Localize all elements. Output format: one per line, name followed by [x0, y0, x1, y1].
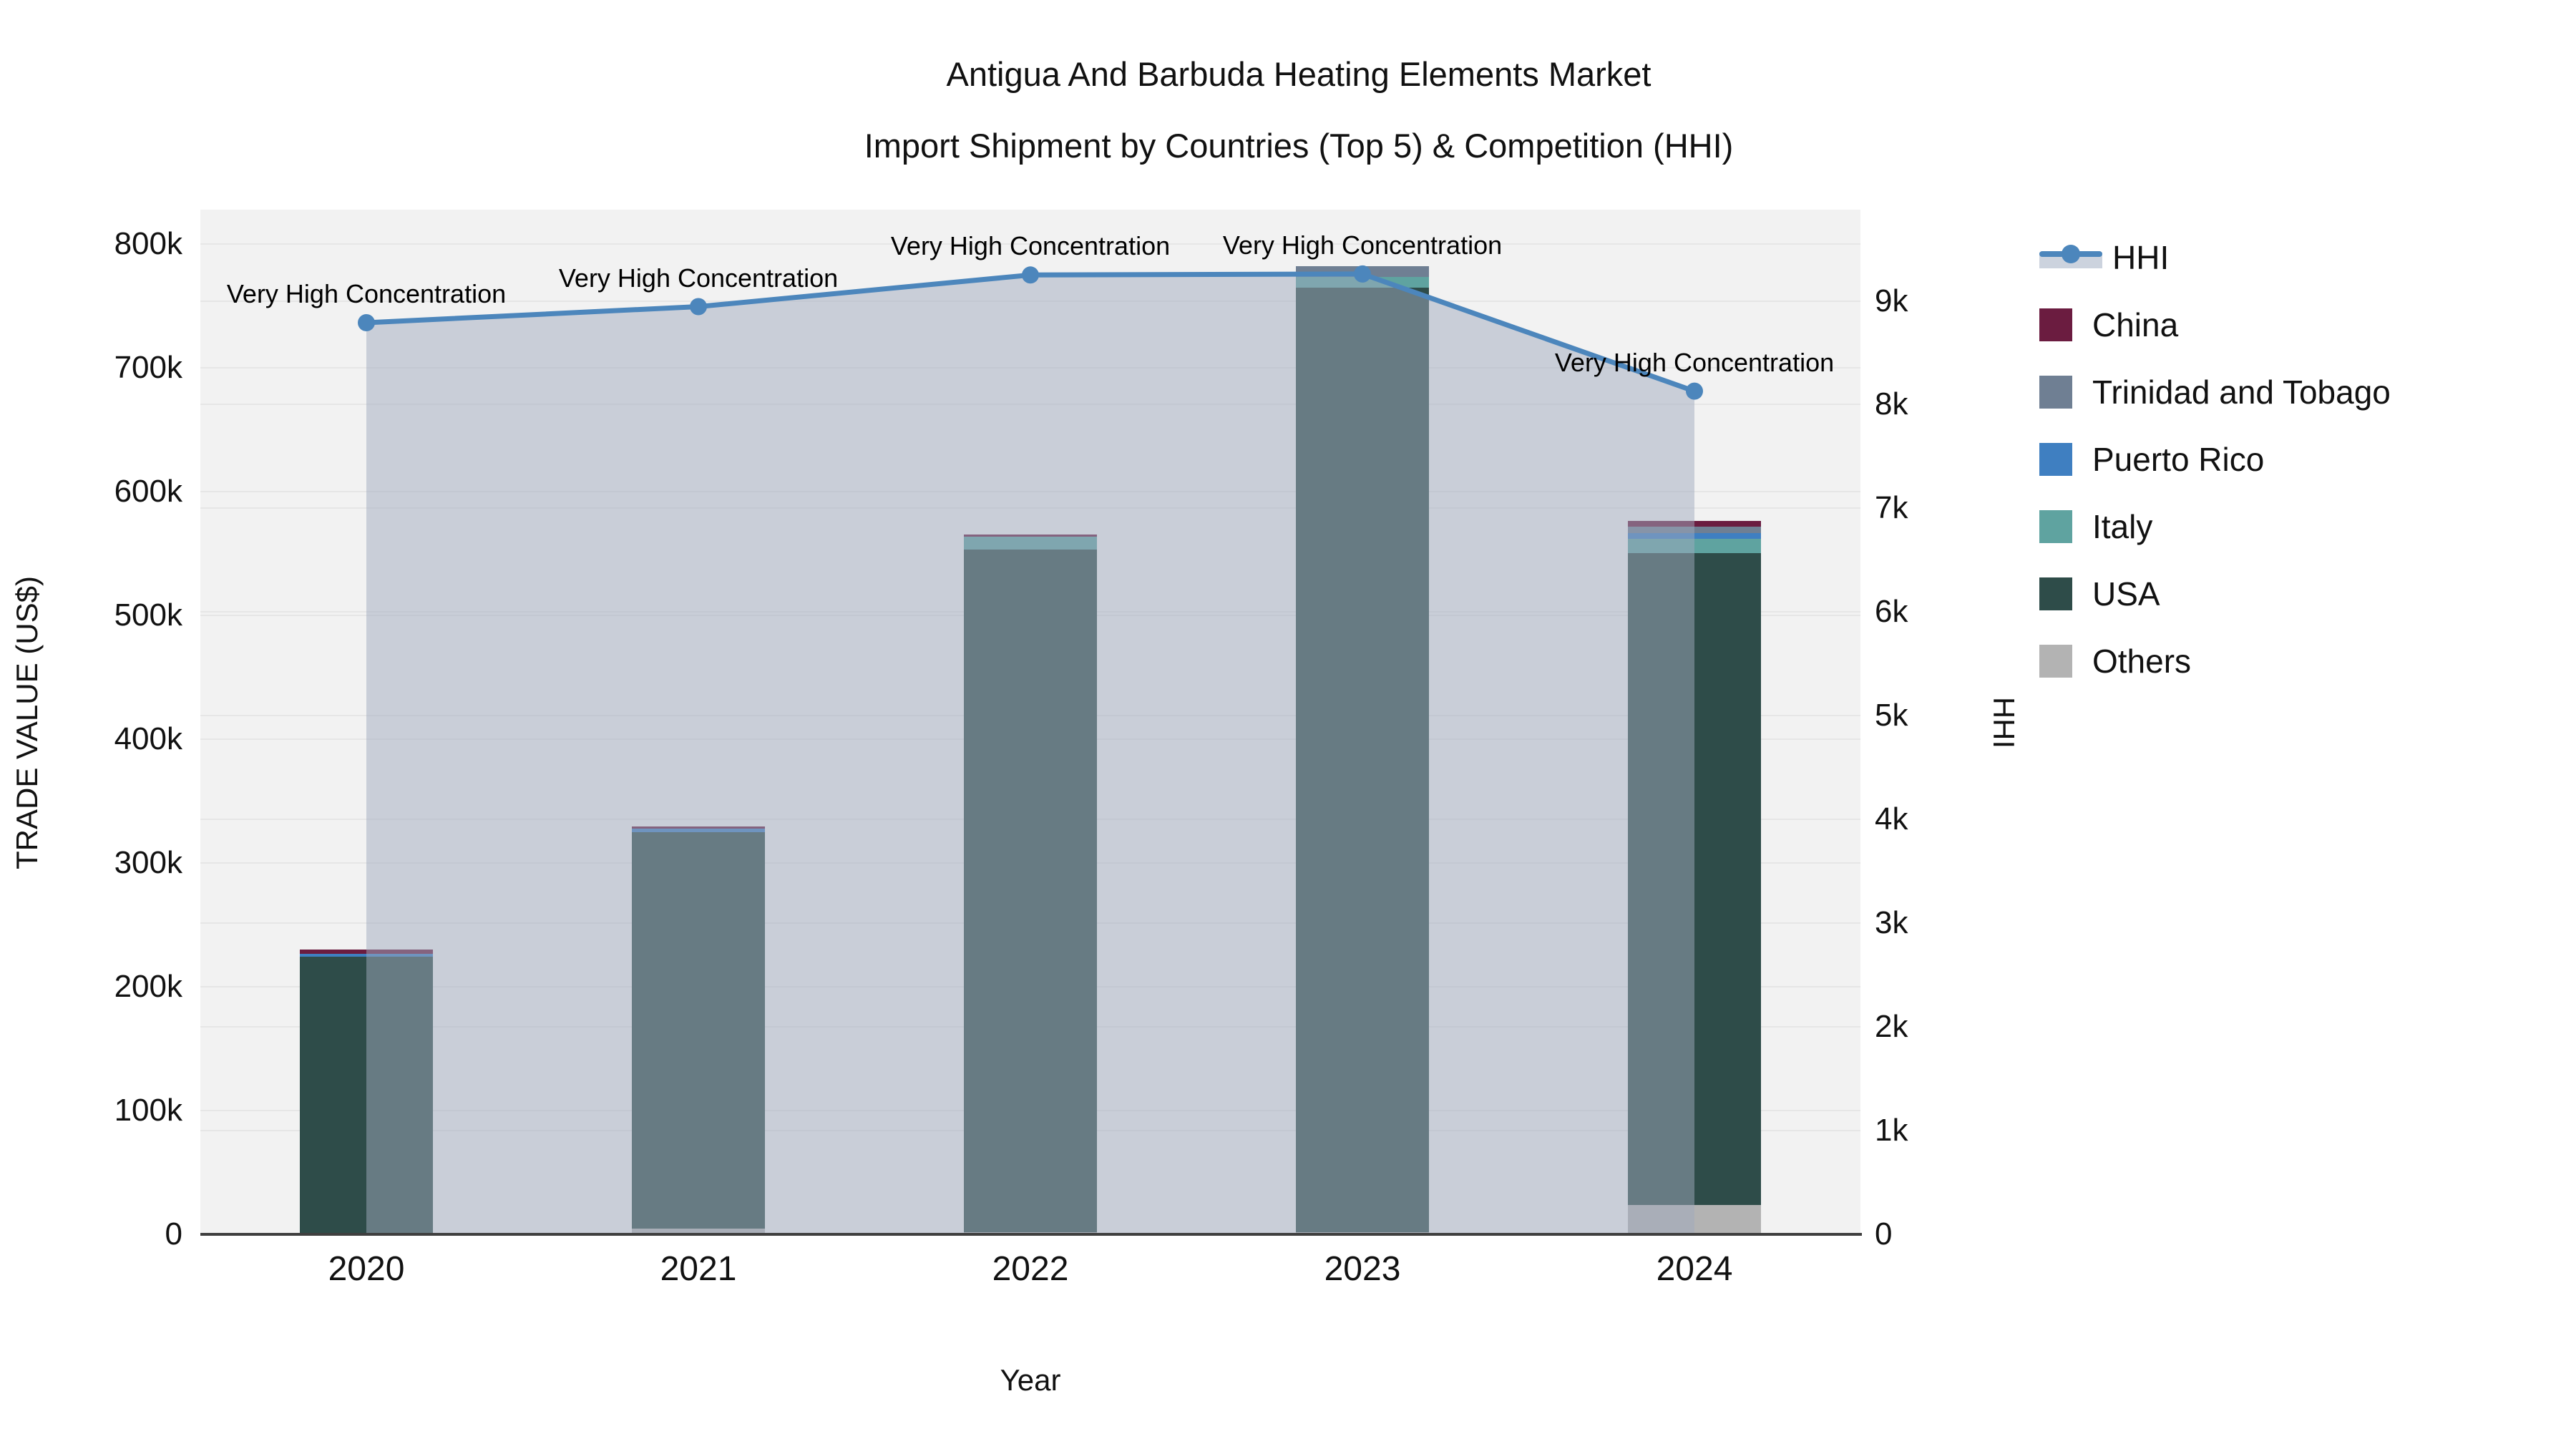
right-axis-tick-label: 3k	[1875, 905, 1908, 941]
legend-swatch-icon	[2039, 443, 2072, 476]
legend-swatch-icon	[2039, 510, 2072, 543]
gridline	[200, 243, 1860, 245]
legend-item-hhi[interactable]: HHI	[2039, 236, 2169, 279]
left-axis-tick-label: 300k	[114, 845, 182, 881]
plot-area	[200, 210, 1860, 1234]
hhi-line-chart	[358, 265, 1703, 1234]
left-axis-tick-label: 0	[165, 1216, 182, 1252]
legend-item-label: China	[2092, 306, 2179, 343]
legend-item-label: USA	[2092, 575, 2160, 613]
hhi-marker[interactable]	[358, 313, 375, 331]
x-axis-tick-label: 2023	[1324, 1250, 1401, 1288]
left-axis-tick-label: 100k	[114, 1093, 182, 1128]
legend-item-others[interactable]: Others	[2039, 640, 2191, 683]
legend-swatch-icon	[2039, 645, 2072, 678]
legend-swatch-icon	[2039, 577, 2072, 610]
x-axis-line	[200, 1233, 1862, 1236]
right-axis-title: HHI	[1987, 696, 2021, 749]
right-axis-tick-label: 1k	[1875, 1113, 1908, 1148]
legend-item-label: HHI	[2112, 239, 2170, 276]
right-axis-tick-label: 8k	[1875, 386, 1908, 422]
left-axis-tick-label: 400k	[114, 721, 182, 757]
legend-item-label: Puerto Rico	[2092, 441, 2265, 478]
hhi-marker[interactable]	[1354, 265, 1371, 283]
right-axis-tick-label: 7k	[1875, 490, 1908, 526]
right-axis-tick-label: 9k	[1875, 283, 1908, 318]
left-axis-tick-label: 600k	[114, 474, 182, 509]
legend-item-italy[interactable]: Italy	[2039, 505, 2152, 548]
left-axis-tick-label: 200k	[114, 969, 182, 1005]
hhi-area-fill	[366, 273, 1694, 1234]
right-axis-tick-label: 2k	[1875, 1009, 1908, 1045]
x-axis-tick-label: 2020	[328, 1250, 405, 1288]
annotation-label: Very High Concentration	[1222, 230, 1503, 260]
legend-item-usa[interactable]: USA	[2039, 572, 2160, 615]
x-axis-title: Year	[1000, 1363, 1061, 1397]
chart-title-line2: Import Shipment by Countries (Top 5) & C…	[864, 127, 1734, 165]
hhi-marker-swatch	[2062, 245, 2080, 263]
hhi-marker[interactable]	[1022, 266, 1039, 284]
right-axis-tick-label: 0	[1875, 1216, 1893, 1252]
legend-swatch-icon	[2039, 376, 2072, 409]
right-axis-tick-label: 4k	[1875, 801, 1908, 837]
legend-swatch-icon	[2039, 308, 2072, 341]
x-axis-tick-label: 2022	[992, 1250, 1069, 1288]
chart-title-line1: Antigua And Barbuda Heating Elements Mar…	[946, 55, 1652, 93]
legend-item-label: Trinidad and Tobago	[2092, 374, 2391, 411]
hhi-legend-sample-icon	[2039, 241, 2102, 274]
x-axis-tick-label: 2024	[1656, 1250, 1733, 1288]
annotation-label: Very High Concentration	[890, 231, 1171, 261]
right-axis-tick-label: 5k	[1875, 698, 1908, 733]
annotation-label: Very High Concentration	[1554, 347, 1835, 377]
annotation-label: Very High Concentration	[558, 263, 839, 293]
hhi-marker[interactable]	[690, 298, 707, 316]
annotation-label: Very High Concentration	[226, 278, 507, 308]
legend-item-puerto-rico[interactable]: Puerto Rico	[2039, 438, 2264, 481]
left-axis-tick-label: 500k	[114, 597, 182, 633]
legend-item-trinidad-and-tobago[interactable]: Trinidad and Tobago	[2039, 371, 2391, 414]
legend-item-china[interactable]: China	[2039, 303, 2178, 346]
legend-item-label: Others	[2092, 643, 2192, 680]
legend-item-label: Italy	[2092, 508, 2153, 545]
right-axis-tick-label: 6k	[1875, 594, 1908, 630]
hhi-marker[interactable]	[1686, 382, 1703, 400]
left-axis-tick-label: 700k	[114, 350, 182, 386]
x-axis-tick-label: 2021	[660, 1250, 737, 1288]
left-axis-tick-label: 800k	[114, 226, 182, 262]
